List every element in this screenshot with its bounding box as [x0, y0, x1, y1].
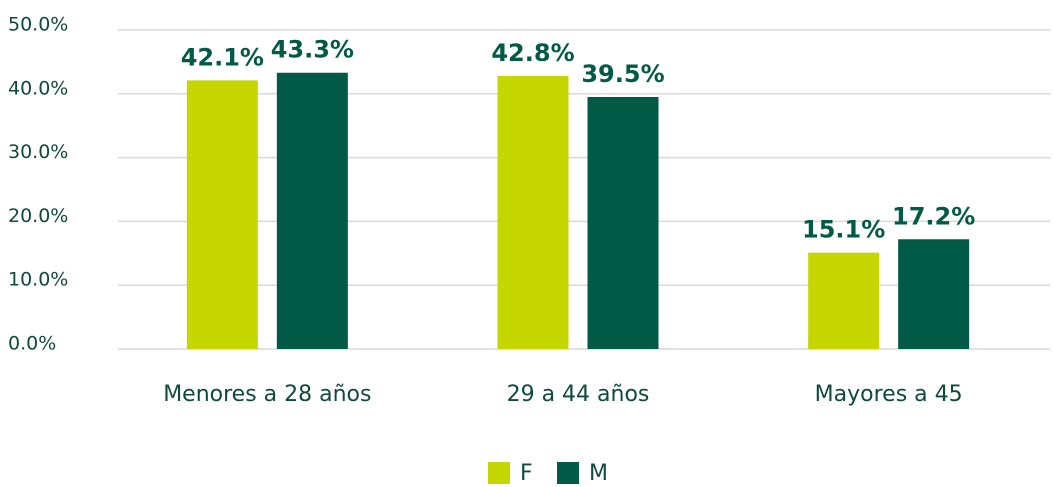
bar [898, 239, 970, 349]
x-tick-label: 29 a 44 años [507, 382, 650, 407]
data-label: 39.5% [581, 60, 664, 88]
y-tick-label: 20.0% [8, 205, 68, 227]
data-label: 42.8% [491, 39, 574, 67]
legend-swatch [488, 462, 510, 484]
bar [497, 75, 569, 349]
y-tick-label: 10.0% [8, 269, 68, 291]
y-tick-label: 50.0% [8, 14, 68, 36]
legend-label: M [589, 461, 608, 486]
y-tick-label: 0.0% [8, 333, 56, 355]
legend-swatch [557, 462, 579, 484]
bar [276, 72, 348, 349]
data-label: 15.1% [802, 216, 885, 244]
y-tick-label: 40.0% [8, 77, 68, 99]
y-tick-label: 30.0% [8, 141, 68, 163]
x-tick-label: Menores a 28 años [163, 382, 371, 407]
data-label: 17.2% [892, 202, 975, 230]
legend-label: F [520, 461, 533, 486]
data-label: 42.1% [181, 43, 264, 71]
data-label: 43.3% [271, 36, 354, 64]
bar [587, 96, 659, 350]
bar [186, 80, 258, 349]
bar [808, 252, 880, 349]
x-tick-label: Mayores a 45 [815, 382, 963, 407]
